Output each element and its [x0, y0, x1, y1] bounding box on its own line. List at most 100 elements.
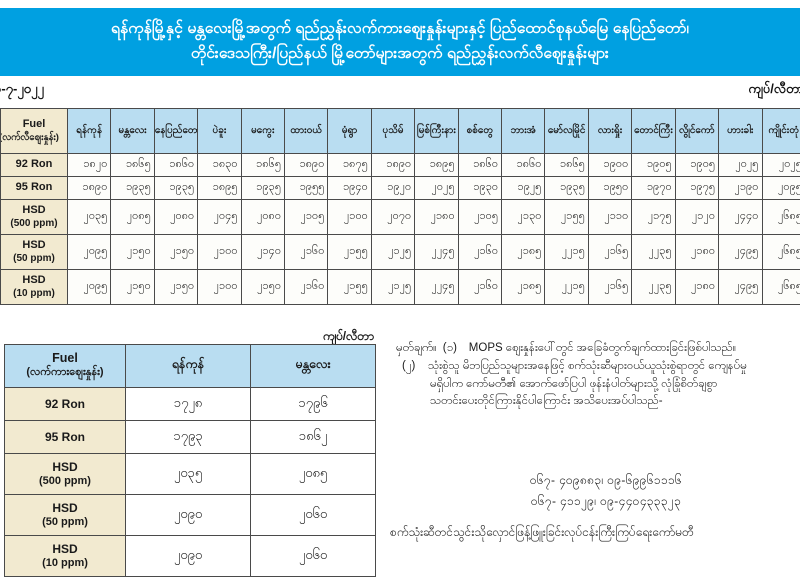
column-header-city-7: ပုသိမ်: [371, 109, 414, 154]
price-cell: ၂၁၆၀: [285, 235, 328, 270]
column-header-city-10: ဘားအံ: [502, 109, 545, 154]
row-label-2: HSD(500 ppm): [1, 200, 68, 235]
price-cell: ၁၉၅၀: [588, 177, 631, 200]
row-label-4: HSD(10 ppm): [1, 270, 68, 305]
price-cell: ၂၀၉၅: [68, 270, 111, 305]
price-cell: ၂၂၃၅: [632, 235, 675, 270]
note-text: သတင်းပေးတိုင်ကြားနိုင်ပါကြောင်း အသိပေးအပ…: [430, 393, 663, 411]
table-row: 95 Ron ၁၇၉၃၁၈၆၂: [5, 421, 376, 454]
wholesale-price-cell: ၁၇၉၃: [126, 421, 251, 454]
price-cell: ၂၂၁၅: [545, 270, 588, 305]
note-text: သုံးစွဲသူ မိဘပြည်သူများအနေဖြင့် စက်သုံးဆ…: [428, 358, 747, 376]
price-cell: ၂၂၁၅: [545, 235, 588, 270]
note-number-0: (၁): [443, 340, 469, 358]
wholesale-row-label-4: HSD(10 ppm): [5, 536, 126, 577]
price-cell: ၂၀၂၅: [415, 177, 458, 200]
column-header-city-6: မုံရွာ: [328, 109, 371, 154]
table-row: HSD(10 ppm)၂၀၉၅၂၁၅၀၂၁၅၀၂၁၀၀၂၁၅၀၂၁၆၀၂၁၅၅၂…: [1, 270, 800, 305]
price-cell: ၁၉၃၅: [154, 177, 197, 200]
price-cell: ၂၁၉၀: [719, 177, 762, 200]
price-cell: ၂၀၇၀: [371, 200, 414, 235]
price-cell: ၁၈၆၅: [111, 154, 154, 177]
table-row: HSD(500 ppm)၂၀၃၅၂၀၈၅၂၀၈၀၂၀၄၅၂၀၈၀၂၁၀၅၂၁၀၀…: [1, 200, 800, 235]
price-cell: ၂၁၀၀: [328, 200, 371, 235]
price-cell: ၂၀၉၅: [762, 177, 800, 200]
row-label-sub-4: (10 ppm): [1, 288, 67, 300]
table-row: HSD(500 ppm)၂၀၃၅၂၀၈၅: [5, 454, 376, 495]
column-header-city-0: ရန်ကုန်: [68, 109, 111, 154]
price-cell: ၂၁၂၀: [675, 200, 718, 235]
column-header-fuel: Fuel (လက်လီဈေးနှုန်း): [1, 109, 68, 154]
column-header-city-14: လွိုင်ကော်: [675, 109, 718, 154]
price-cell: ၁၈၆၅: [545, 154, 588, 177]
price-cell: ၁၈၉၀: [68, 177, 111, 200]
wholesale-row-label-0: 92 Ron: [5, 388, 126, 421]
row-label-main-1: 95 Ron: [16, 181, 53, 193]
column-header-city-2: နေပြည်တော်: [154, 109, 197, 154]
wholesale-table-header-row: Fuel (လက်ကားဈေးနှုန်း) ရန်ကုန်မန္တလေး: [5, 345, 376, 388]
price-cell: ၂၀၉၅: [68, 235, 111, 270]
wholesale-price-cell: ၂၀၃၅: [126, 454, 251, 495]
price-cell: ၂၁၃၀: [502, 200, 545, 235]
price-cell: ၂၁၅၅: [328, 270, 371, 305]
wholesale-row-label-2: HSD(500 ppm): [5, 454, 126, 495]
price-cell: ၂၁၈၀: [415, 200, 458, 235]
price-cell: ၂၁၈၅: [502, 235, 545, 270]
price-cell: ၂၁၅၀: [111, 270, 154, 305]
column-header-city-16: ကျိုင်းတုံ: [762, 109, 800, 154]
price-cell: ၁၈၉၀: [285, 154, 328, 177]
column-header-city-5: ထားဝယ်: [285, 109, 328, 154]
table-row: HSD(50 ppm)၂၀၉၅၂၁၅၀၂၁၅၀၂၁၀၀၂၁၄၀၂၁၆၀၂၁၅၅၂…: [1, 235, 800, 270]
column-header-city-1: မန္တလေး: [111, 109, 154, 154]
price-cell: ၁၉၃၅: [545, 177, 588, 200]
price-cell: ၂၁၆၀: [458, 270, 501, 305]
wholesale-price-cell: ၁၇၂၈: [126, 388, 251, 421]
price-cell: ၂၁၀၅: [285, 200, 328, 235]
fuel-header-mm: (လက်လီဈေးနှုန်း): [1, 132, 68, 144]
price-cell: ၁၉၄၀: [328, 177, 371, 200]
price-cell: ၁၉၀၀: [588, 154, 631, 177]
banner-title-line-2: တိုင်းဒေသကြီး/ပြည်နယ် မြို့တော်များအတွက်…: [191, 42, 609, 67]
price-cell: ၂၀၈၅: [111, 200, 154, 235]
price-cell: ၂၁၆၀: [458, 235, 501, 270]
price-cell: ၂၆၈၅: [762, 235, 800, 270]
wholesale-price-cell: ၂၀၉၀: [126, 536, 251, 577]
wholesale-price-cell: ၁၇၉၆: [251, 388, 376, 421]
price-cell: ၁၉၇၀: [632, 177, 675, 200]
column-header-city-9: စစ်တွေ: [458, 109, 501, 154]
price-cell: ၁၉၃၅: [241, 177, 284, 200]
note-text: မရှိပါက ကော်မတီ၏ အောက်ဖော်ပြပါ ဖုန်းနံပါ…: [430, 376, 718, 394]
table-row: HSD(10 ppm)၂၀၉၀၂၀၆၀: [5, 536, 376, 577]
price-cell: ၁၉၂၀: [371, 177, 414, 200]
column-header-city-15: ဟားခါး: [719, 109, 762, 154]
column-header-city-3: ပဲခူး: [198, 109, 241, 154]
price-cell: ၂၁၈၀: [675, 235, 718, 270]
row-label-sub-3: (50 ppm): [1, 253, 67, 265]
wholesale-row-label-sub-3: (50 ppm): [5, 516, 125, 530]
price-cell: ၁၉၅၅: [285, 177, 328, 200]
wholesale-row-label-main-1: 95 Ron: [45, 430, 85, 444]
price-cell: ၁၉၇၅: [675, 177, 718, 200]
price-cell: ၂၀၈၀: [241, 200, 284, 235]
price-cell: ၂၁၅၅: [328, 235, 371, 270]
row-label-1: 95 Ron: [1, 177, 68, 200]
fuel-header-wholesale-mm: (လက်ကားဈေးနှုန်း): [5, 365, 125, 381]
column-header-city-8: မြစ်ကြီးနား: [415, 109, 458, 154]
price-cell: ၂၁၀၅: [458, 200, 501, 235]
price-cell: ၂၄၉၅: [719, 235, 762, 270]
column-header-city-4: မကွေး: [241, 109, 284, 154]
meta-row: ၁-၇-၂၀၂၂ ကျပ်/လီတာ: [0, 80, 800, 102]
price-cell: ၂၀၂၅: [762, 154, 800, 177]
price-cell: ၁၉၃၅: [111, 177, 154, 200]
wholesale-price-table: Fuel (လက်ကားဈေးနှုန်း) ရန်ကုန်မန္တလေး 92…: [4, 344, 376, 577]
price-cell: ၂၁၇၅: [632, 200, 675, 235]
price-cell: ၂၁၆၅: [588, 270, 631, 305]
contact-phone-list: ၀၆၇- ၄၀၉၈၈၃၊ ၀၉-၆၉၉၆၁၁၁၆၀၆၇- ၄၁၁၂၉၊ ၀၉-၄…: [396, 470, 800, 512]
wholesale-price-cell: ၁၈၆၂: [251, 421, 376, 454]
price-cell: ၁၉၂၅: [502, 177, 545, 200]
